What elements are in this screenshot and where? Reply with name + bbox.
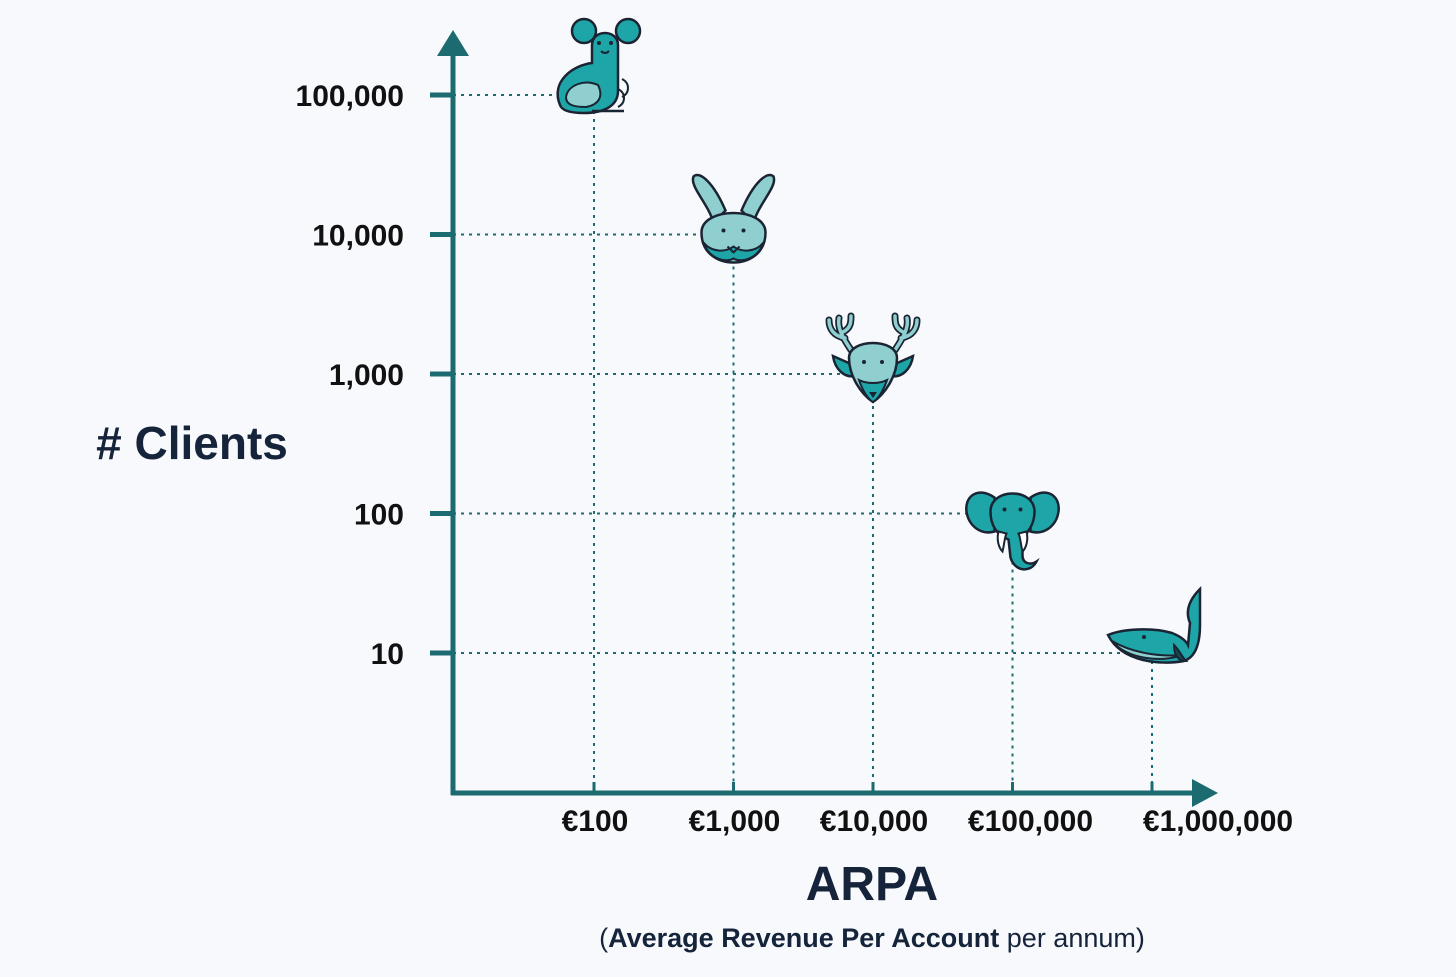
elephant-icon bbox=[965, 491, 1060, 571]
sublabel-normal: per annum bbox=[999, 923, 1136, 953]
deer-icon bbox=[825, 312, 921, 404]
axes bbox=[437, 30, 1218, 807]
y-tick-label: 1,000 bbox=[329, 359, 404, 392]
y-tick-labels: 10 100 1,000 10,000 100,000 bbox=[296, 80, 404, 671]
x-tick-label: €10,000 bbox=[820, 805, 928, 838]
y-axis-arrow-icon bbox=[437, 30, 469, 56]
y-tick-label: 10 bbox=[371, 638, 404, 671]
x-tick-labels: €100 €1,000 €10,000 €100,000 €1,000,000 bbox=[562, 805, 1293, 838]
x-axis-label: ARPA bbox=[806, 858, 938, 911]
x-tick-label: €1,000 bbox=[689, 805, 781, 838]
x-axis-sublabel: (Average Revenue Per Account per annum) bbox=[599, 923, 1145, 953]
sublabel-open: ( bbox=[599, 923, 608, 953]
ticks bbox=[430, 92, 1154, 795]
y-tick-label: 100 bbox=[354, 499, 404, 532]
x-axis-arrow-icon bbox=[1192, 779, 1218, 807]
sublabel-bold: Average Revenue Per Account bbox=[608, 923, 999, 953]
guide-lines bbox=[453, 94, 1153, 793]
x-tick-label: €100 bbox=[562, 805, 629, 838]
y-axis-label: # Clients bbox=[96, 417, 288, 469]
whale-icon bbox=[1106, 585, 1202, 664]
point-icons bbox=[556, 17, 1202, 664]
mouse-icon bbox=[556, 17, 642, 115]
x-tick-label: €1,000,000 bbox=[1143, 805, 1293, 838]
y-tick-label: 10,000 bbox=[312, 220, 404, 253]
rabbit-icon bbox=[691, 173, 776, 264]
x-tick-label: €100,000 bbox=[968, 805, 1093, 838]
y-tick-label: 100,000 bbox=[296, 80, 404, 113]
sublabel-close: ) bbox=[1136, 923, 1145, 953]
